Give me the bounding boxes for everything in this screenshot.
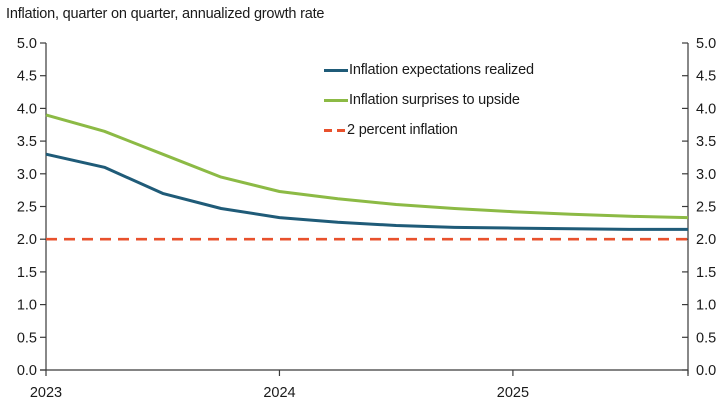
x-axis-tick-label: 2024: [263, 385, 295, 401]
y-axis-tick-label-left: 3.5: [17, 134, 37, 150]
y-axis-tick-label-left: 4.5: [17, 69, 37, 85]
y-axis-tick-label-left: 3.0: [17, 167, 37, 183]
y-axis-tick-label-left: 5.0: [17, 36, 37, 52]
y-axis-tick-label-right: 3.0: [696, 167, 716, 183]
y-axis-tick-label-right: 0.0: [696, 363, 716, 379]
x-axis-tick-label: 2025: [497, 385, 529, 401]
legend-line-swatch-dashed: [324, 128, 346, 132]
y-axis-tick-label-right: 4.5: [696, 69, 716, 85]
y-axis-tick-label-right: 2.5: [696, 200, 716, 216]
y-axis-tick-label-right: 0.5: [696, 330, 716, 346]
y-axis-tick-label-left: 2.0: [17, 232, 37, 248]
legend-label: 2 percent inflation: [347, 122, 458, 138]
legend-item-inflation-expectations-realized: Inflation expectations realized: [324, 55, 534, 85]
legend-line-swatch-solid: [324, 98, 348, 102]
legend-line-swatch-solid: [324, 68, 348, 72]
y-axis-tick-label-right: 3.5: [696, 134, 716, 150]
y-axis-tick-label-right: 5.0: [696, 36, 716, 52]
y-axis-tick-label-right: 1.0: [696, 298, 716, 314]
y-axis-tick-label-left: 2.5: [17, 200, 37, 216]
y-axis-tick-label-left: 0.0: [17, 363, 37, 379]
legend-dash: [337, 128, 345, 132]
legend-item-inflation-surprises-to-upside: Inflation surprises to upside: [324, 85, 534, 115]
y-axis-tick-label-right: 4.0: [696, 101, 716, 117]
legend-label: Inflation expectations realized: [349, 62, 534, 78]
x-axis-tick-label: 2023: [30, 385, 62, 401]
chart-title: Inflation, quarter on quarter, annualize…: [6, 6, 325, 22]
y-axis-tick-label-right: 1.5: [696, 265, 716, 281]
legend-line: [324, 98, 348, 102]
legend-dash: [324, 128, 332, 132]
legend-item-2-percent-inflation: 2 percent inflation: [324, 115, 534, 145]
series-line-inflation-expectations-realized: [45, 152, 688, 231]
y-axis-tick-label-left: 1.5: [17, 265, 37, 281]
y-axis-tick-label-right: 2.0: [696, 232, 716, 248]
legend-line: [324, 68, 348, 72]
y-axis-tick-label-left: 1.0: [17, 298, 37, 314]
y-axis-tick-label-left: 0.5: [17, 330, 37, 346]
y-axis-tick-label-left: 4.0: [17, 101, 37, 117]
series-line-inflation-surprises-to-upside: [45, 113, 689, 220]
chart-legend: Inflation expectations realized Inflatio…: [324, 55, 534, 145]
legend-label: Inflation surprises to upside: [349, 92, 520, 108]
